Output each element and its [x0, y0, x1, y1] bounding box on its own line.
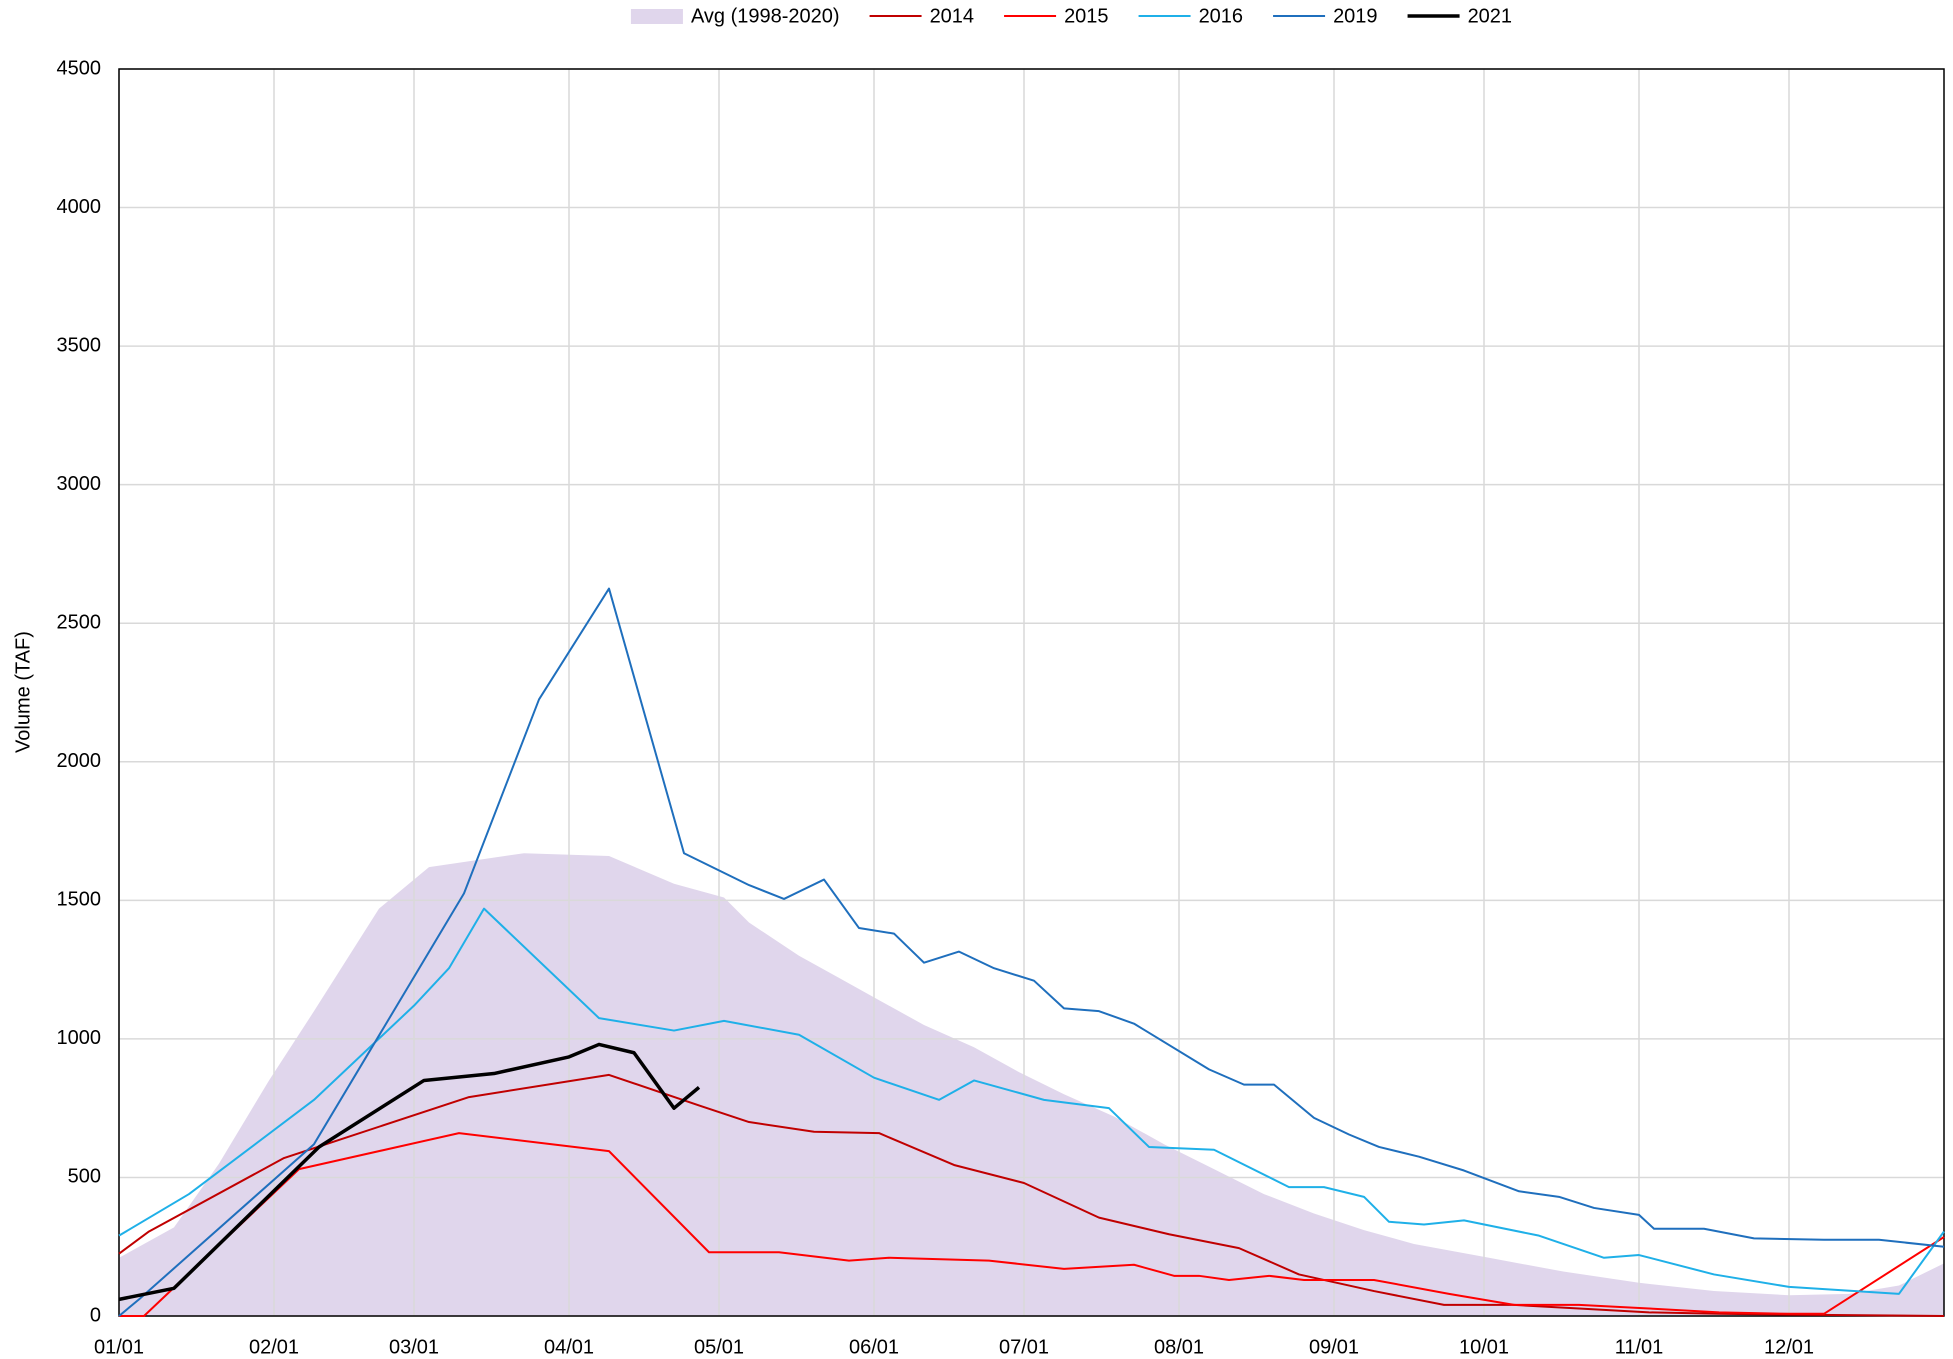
y-tick-label: 0 [90, 1304, 101, 1326]
area [119, 853, 1944, 1316]
x-tick-label: 11/01 [1615, 1336, 1664, 1358]
x-tick-label: 08/01 [1154, 1336, 1204, 1358]
y-tick-label: 1500 [57, 889, 102, 911]
line [119, 1132, 1945, 1317]
line [118, 1073, 1945, 1317]
x-tick-label: 12/01 [1764, 1336, 1814, 1358]
x-tick-label: 03/01 [389, 1336, 439, 1358]
y-tick-label: 4500 [57, 57, 102, 79]
line [118, 587, 1945, 1317]
legend-swatch [630, 9, 683, 24]
legend-label: 2019 [1333, 5, 1378, 27]
y-tick-label: 1000 [57, 1027, 102, 1049]
legend-label: Avg (1998-2020) [691, 5, 840, 27]
y-tick-label: 2000 [57, 750, 102, 772]
legend-label: 2014 [930, 5, 975, 27]
x-tick-label: 04/01 [544, 1336, 594, 1358]
y-tick-label: 4000 [57, 196, 102, 218]
x-tick-label: 10/01 [1459, 1336, 1509, 1358]
legend-label: 2016 [1199, 5, 1244, 27]
y-tick-label: 2500 [57, 612, 102, 634]
y-tick-label: 500 [68, 1166, 101, 1188]
y-axis-label: Volume (TAF) [12, 631, 34, 753]
y-tick-label: 3500 [57, 334, 102, 356]
x-tick-label: 06/01 [849, 1336, 899, 1358]
x-tick-label: 05/01 [694, 1336, 744, 1358]
line [118, 907, 1945, 1295]
plot-frame [118, 68, 1945, 1317]
legend: Avg (1998-2020) 2014 2015 2016 2019 2021 [630, 5, 1513, 27]
x-tick-label: 09/01 [1309, 1336, 1359, 1358]
x-tick-label: 07/01 [999, 1336, 1049, 1358]
legend-label: 2015 [1064, 5, 1109, 27]
x-tick-label: 02/01 [249, 1336, 299, 1358]
legend-label: 2021 [1468, 5, 1513, 27]
x-tick-label: 01/01 [94, 1336, 144, 1358]
y-tick-label: 3000 [57, 473, 102, 495]
line [118, 1042, 701, 1302]
